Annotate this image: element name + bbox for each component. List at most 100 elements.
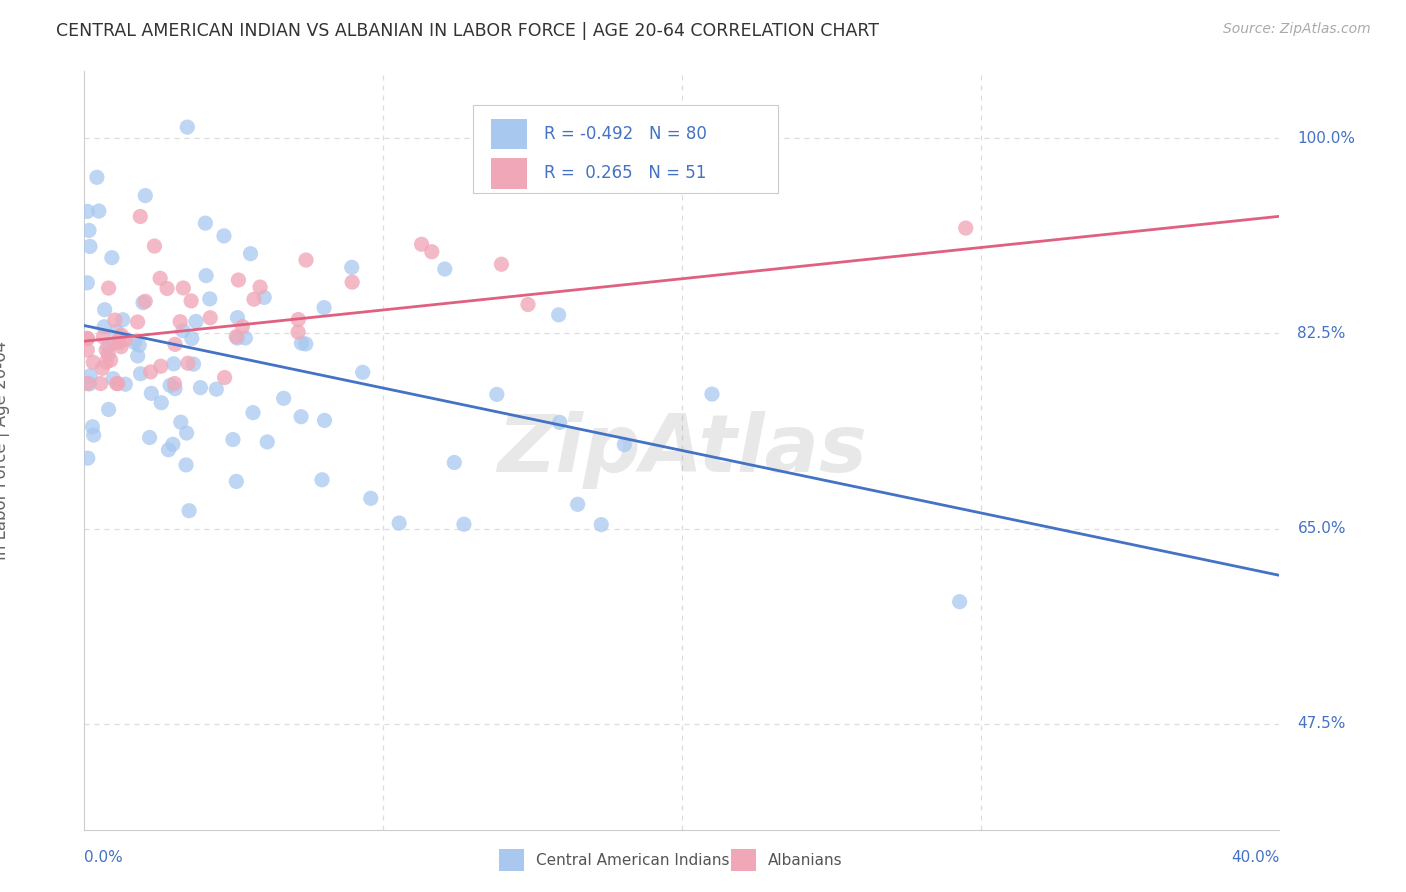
Point — [101, 372, 124, 386]
Point — [190, 381, 212, 395]
Point — [485, 387, 508, 401]
Point — [184, 314, 207, 328]
Point — [76, 376, 98, 391]
Text: 82.5%: 82.5% — [1298, 326, 1346, 341]
Point — [340, 260, 363, 275]
Text: Source: ZipAtlas.com: Source: ZipAtlas.com — [1223, 22, 1371, 37]
Point — [79, 376, 101, 391]
Point — [352, 365, 374, 379]
Point — [134, 188, 156, 202]
Point — [340, 275, 363, 289]
Text: 65.0%: 65.0% — [1298, 521, 1346, 536]
Point — [76, 331, 98, 345]
Point — [82, 355, 104, 369]
Point — [77, 223, 100, 237]
Point — [567, 497, 589, 511]
Point — [104, 313, 127, 327]
Point — [949, 595, 972, 609]
Point — [127, 349, 149, 363]
Point — [290, 336, 312, 351]
Point — [107, 376, 129, 391]
Point — [287, 312, 309, 326]
Point — [180, 293, 202, 308]
Point — [138, 430, 160, 444]
Point — [163, 376, 186, 391]
Point — [97, 339, 120, 353]
Point — [134, 294, 156, 309]
FancyBboxPatch shape — [491, 120, 527, 150]
Text: Albanians: Albanians — [768, 853, 842, 868]
Point — [170, 415, 193, 429]
Point — [97, 347, 120, 361]
Point — [94, 355, 117, 369]
Point — [256, 434, 278, 449]
Point — [91, 361, 114, 376]
Point — [159, 378, 181, 392]
Point — [287, 325, 309, 339]
Point — [76, 451, 98, 466]
Point — [172, 324, 194, 338]
Point — [420, 244, 443, 259]
Text: 0.0%: 0.0% — [84, 850, 124, 864]
Text: Central American Indians: Central American Indians — [536, 853, 730, 868]
Point — [101, 251, 124, 265]
Point — [239, 246, 262, 260]
Point — [93, 302, 115, 317]
Point — [231, 319, 253, 334]
Point — [86, 170, 108, 185]
Point — [124, 335, 146, 350]
Point — [97, 402, 120, 417]
Point — [83, 428, 105, 442]
Point — [76, 332, 98, 346]
Point — [111, 312, 134, 326]
Point — [169, 315, 191, 329]
Text: In Labor Force | Age 20-64: In Labor Force | Age 20-64 — [0, 341, 10, 560]
Point — [411, 237, 433, 252]
Point — [172, 281, 194, 295]
Text: R =  0.265   N = 51: R = 0.265 N = 51 — [544, 164, 707, 183]
Point — [360, 491, 382, 506]
Point — [100, 353, 122, 368]
Point — [96, 343, 118, 357]
Point — [79, 239, 101, 253]
Point — [174, 458, 197, 472]
Point — [955, 221, 977, 235]
Point — [388, 516, 411, 530]
Point — [433, 262, 456, 277]
Point — [613, 438, 636, 452]
Point — [453, 517, 475, 532]
Text: R = -0.492   N = 80: R = -0.492 N = 80 — [544, 125, 707, 144]
Point — [295, 253, 318, 268]
Point — [163, 337, 186, 351]
Point — [312, 301, 335, 315]
Point — [91, 330, 114, 344]
Point — [273, 392, 295, 406]
Point — [176, 120, 198, 135]
Point — [314, 413, 336, 427]
Point — [253, 290, 276, 304]
Point — [242, 406, 264, 420]
Point — [141, 386, 163, 401]
Point — [212, 228, 235, 243]
Point — [180, 331, 202, 345]
Point — [548, 416, 571, 430]
Point — [183, 357, 205, 371]
Point — [517, 297, 540, 311]
Point — [105, 324, 128, 338]
Point — [205, 382, 228, 396]
Point — [225, 329, 247, 343]
Point — [194, 216, 217, 230]
Point — [143, 239, 166, 253]
Point — [76, 343, 98, 358]
Point — [225, 475, 247, 489]
Point — [97, 281, 120, 295]
Point — [76, 204, 98, 219]
Point — [104, 335, 127, 350]
Point — [226, 331, 249, 345]
Point — [149, 271, 172, 285]
Point — [156, 281, 179, 295]
Point — [157, 442, 180, 457]
Point — [311, 473, 333, 487]
Point — [114, 377, 136, 392]
Point — [82, 419, 104, 434]
